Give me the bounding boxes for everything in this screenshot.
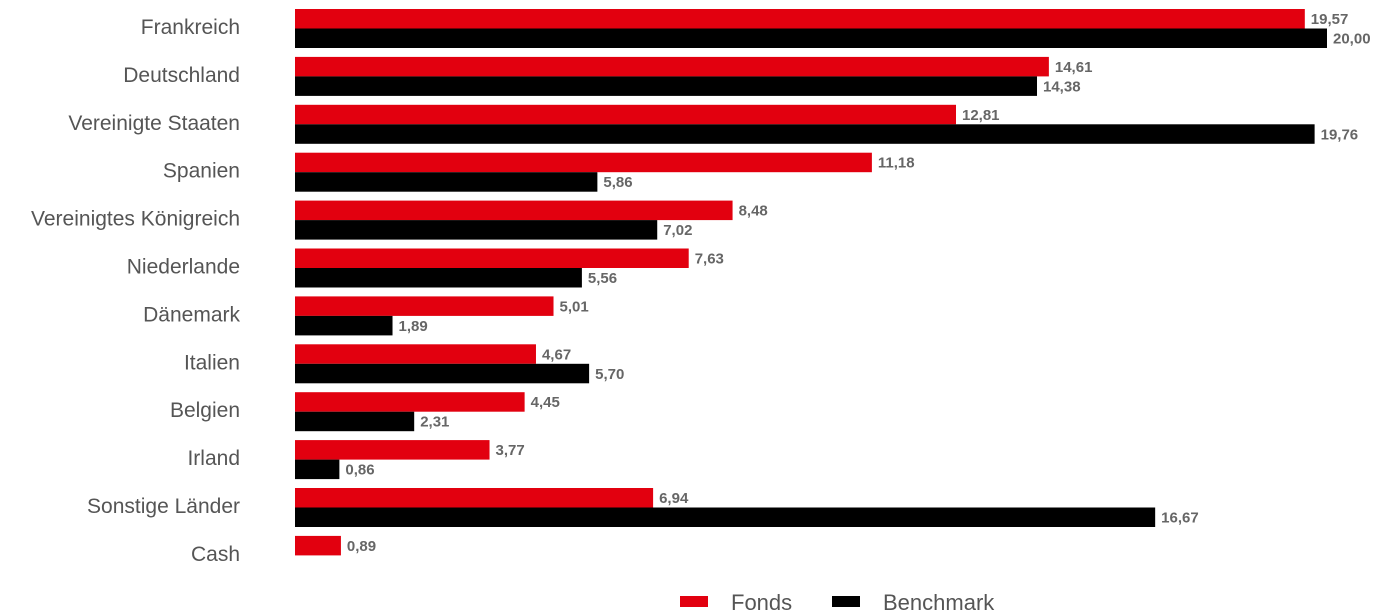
data-label-benchmark: 5,56 <box>588 270 617 287</box>
category-label: Spanien <box>163 160 240 183</box>
category-label: Vereinigte Staaten <box>68 112 240 135</box>
bar-fonds <box>295 535 341 556</box>
data-label-fonds: 19,57 <box>1311 11 1349 28</box>
data-label-benchmark: 16,67 <box>1161 510 1199 527</box>
bar-fonds <box>295 248 689 268</box>
data-label-benchmark: 20,00 <box>1333 31 1371 48</box>
data-label-fonds: 4,67 <box>542 346 571 363</box>
bar-benchmark <box>295 411 415 432</box>
category-label: Frankreich <box>141 16 240 39</box>
data-label-fonds: 3,77 <box>496 442 525 459</box>
data-label-fonds: 6,94 <box>659 490 689 507</box>
data-label-fonds: 14,61 <box>1055 59 1093 76</box>
bar-benchmark <box>295 76 1038 96</box>
plot-area: Frankreich 19,57 20,00 Deutschland 14,61 14,3… <box>31 9 1371 566</box>
data-label-fonds: 8,48 <box>739 203 768 220</box>
bar-fonds <box>295 56 1049 77</box>
bar-fonds <box>295 200 733 221</box>
legend-swatch-fonds <box>680 596 708 607</box>
bar-benchmark <box>295 124 1315 144</box>
bar-fonds <box>295 104 956 125</box>
bar-fonds <box>295 296 554 316</box>
bar-benchmark <box>295 507 1156 527</box>
data-label-benchmark: 14,38 <box>1043 78 1081 95</box>
bar-benchmark <box>295 28 1327 48</box>
category-label: Irland <box>187 447 240 470</box>
data-label-benchmark: 0,86 <box>345 462 374 479</box>
category-label: Niederlande <box>127 256 240 279</box>
category-label: Cash <box>191 543 240 566</box>
category-label: Dänemark <box>143 303 240 326</box>
legend-swatch-benchmark <box>832 596 860 607</box>
legend: Fonds Benchmark <box>680 590 995 611</box>
category-label: Deutschland <box>123 64 240 87</box>
category-label: Italien <box>184 351 240 374</box>
data-label-fonds: 5,01 <box>560 298 589 315</box>
bar-benchmark <box>295 459 340 480</box>
data-label-benchmark: 19,76 <box>1321 126 1359 143</box>
data-label-fonds: 11,18 <box>878 155 915 172</box>
bar-fonds <box>295 9 1305 29</box>
legend-label-fonds: Fonds <box>731 590 792 611</box>
bar-benchmark <box>295 315 393 336</box>
legend-label-benchmark: Benchmark <box>883 590 995 611</box>
bar-benchmark <box>295 268 582 288</box>
bar-benchmark <box>295 220 658 240</box>
bar-benchmark <box>295 172 598 192</box>
data-label-fonds: 0,89 <box>347 538 376 555</box>
bar-fonds <box>295 440 490 460</box>
data-label-benchmark: 5,86 <box>603 174 632 191</box>
category-label: Vereinigtes Königreich <box>31 208 240 231</box>
bar-fonds <box>295 488 654 508</box>
data-label-benchmark: 2,31 <box>420 414 449 431</box>
data-label-benchmark: 1,89 <box>399 318 428 335</box>
data-label-fonds: 7,63 <box>695 251 724 268</box>
data-label-fonds: 4,45 <box>531 394 560 411</box>
bar-fonds <box>295 152 872 173</box>
category-label: Belgien <box>170 399 240 422</box>
data-label-fonds: 12,81 <box>962 107 1000 124</box>
data-label-benchmark: 7,02 <box>663 222 692 239</box>
bar-fonds <box>295 344 536 364</box>
bar-fonds <box>295 392 525 412</box>
bar-benchmark <box>295 363 590 384</box>
category-label: Sonstige Länder <box>87 495 240 518</box>
data-label-benchmark: 5,70 <box>595 366 624 383</box>
